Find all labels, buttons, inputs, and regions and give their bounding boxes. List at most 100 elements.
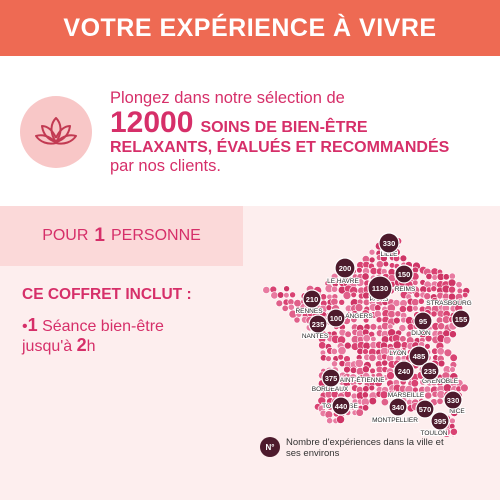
map-dot [400, 347, 408, 355]
map-badge-value: 330 [383, 239, 396, 248]
map-badge-value: 570 [419, 405, 432, 414]
map-city-label: BORDEAUX [312, 386, 349, 393]
map-badge-value: 1130 [372, 284, 388, 293]
map-badge-circle [394, 264, 414, 284]
map-dot [437, 322, 446, 331]
map-dot [399, 254, 408, 262]
map-dot [399, 335, 407, 343]
map-dot [393, 285, 400, 293]
map-badge: 570 [415, 399, 435, 419]
map-dot [368, 353, 377, 362]
map-dot [456, 287, 464, 295]
map-badge: 240 [393, 360, 415, 382]
map-badge-value: 235 [424, 367, 437, 376]
map-badge-circle [326, 308, 346, 328]
treatments-count: 12000 [110, 106, 194, 139]
header-banner: VOTRE EXPÉRIENCE À VIVRE [0, 0, 500, 56]
map-dot [283, 292, 290, 299]
map-dot [368, 256, 376, 264]
intro-section: Plongez dans notre sélection de 12000 SO… [0, 56, 500, 206]
map-dot [356, 266, 363, 274]
map-dot [262, 286, 271, 294]
map-badge-circle [393, 360, 415, 382]
map-dot [331, 360, 338, 368]
map-dot [354, 303, 364, 312]
map-badge-circle [367, 275, 393, 301]
map-badge-circle [308, 314, 328, 334]
include-item-text: Séance bien-être [42, 318, 164, 335]
map-badge-circle [443, 390, 463, 410]
map-dot [424, 391, 433, 400]
map-badge-circle [378, 232, 400, 254]
map-city-label: DIJON [411, 330, 431, 337]
map-badge: 1130 [367, 275, 393, 301]
map-dot [325, 355, 332, 362]
map-dot [412, 305, 419, 312]
map-dot [447, 278, 457, 288]
map-dot [354, 358, 364, 368]
intro-line-2: 12000 SOINS DE BIEN-ÊTRE [110, 106, 368, 140]
map-dot [448, 285, 456, 294]
map-city-label: LE HAVRE [327, 278, 359, 285]
map-badge: 340 [388, 397, 408, 417]
include-item-number: 1 [27, 315, 38, 335]
header-title: VOTRE EXPÉRIENCE À VIVRE [63, 13, 437, 42]
map-city-label: ANGERS [345, 313, 373, 320]
map-dot [330, 297, 339, 306]
map-badge: 210 [302, 289, 322, 309]
map-dot [375, 316, 383, 323]
map-dot [336, 414, 345, 424]
map-dot [281, 304, 289, 312]
map-dot [437, 359, 446, 368]
map-dot [368, 396, 377, 406]
map-dot [289, 291, 296, 299]
map-badge-value: 340 [392, 403, 405, 412]
map-city-label: GRENOBLE [422, 378, 459, 385]
map-dot [350, 291, 357, 299]
map-badge-value: 330 [447, 396, 460, 405]
map-dot [293, 316, 301, 324]
map-dot [411, 298, 420, 307]
include-item-line2-suffix: h [86, 338, 96, 355]
map-badge: 95 [413, 311, 433, 331]
map-dot [330, 272, 339, 281]
map-badge-circle [413, 311, 433, 331]
map-dot [270, 291, 279, 300]
map-dot [318, 341, 327, 350]
map-dot [361, 391, 369, 399]
map-dot [350, 316, 358, 324]
map-dot [342, 291, 352, 300]
map-badge-circle [408, 345, 430, 367]
map-badge: 155 [451, 309, 471, 329]
map-badge-circle [415, 399, 435, 419]
include-item-line2-number: 2 [76, 335, 87, 355]
map-dot [380, 398, 389, 407]
map-dot [337, 353, 344, 361]
map-dot [368, 384, 376, 392]
map-dot [448, 330, 457, 339]
map-dot [370, 335, 377, 343]
includes-title: CE COFFRET INCLUT : [22, 286, 192, 303]
map-dot [362, 385, 370, 393]
map-badge-circle [331, 396, 351, 416]
map-dot [362, 348, 369, 355]
map-dot [368, 248, 376, 256]
map-dot [460, 383, 469, 393]
map-badge-circle [451, 309, 471, 329]
map-dot [398, 324, 407, 332]
map-badge-value: 155 [455, 315, 468, 324]
map-dot [324, 410, 334, 419]
map-legend: N° Nombre d'expériences dans la ville et… [260, 437, 456, 459]
map-badge: 235 [308, 314, 328, 334]
map-dot [344, 330, 352, 338]
map-dot [349, 366, 358, 374]
include-item-line2-prefix: jusqu'à [22, 338, 73, 355]
map-dot [369, 323, 378, 331]
map-dot [423, 292, 431, 300]
map-dot [455, 281, 463, 289]
map-dot [406, 392, 413, 399]
persons-prefix: POUR [42, 227, 89, 244]
map-dot [387, 309, 396, 319]
map-badge: 330 [378, 232, 400, 254]
map-badge: 375 [321, 368, 341, 388]
